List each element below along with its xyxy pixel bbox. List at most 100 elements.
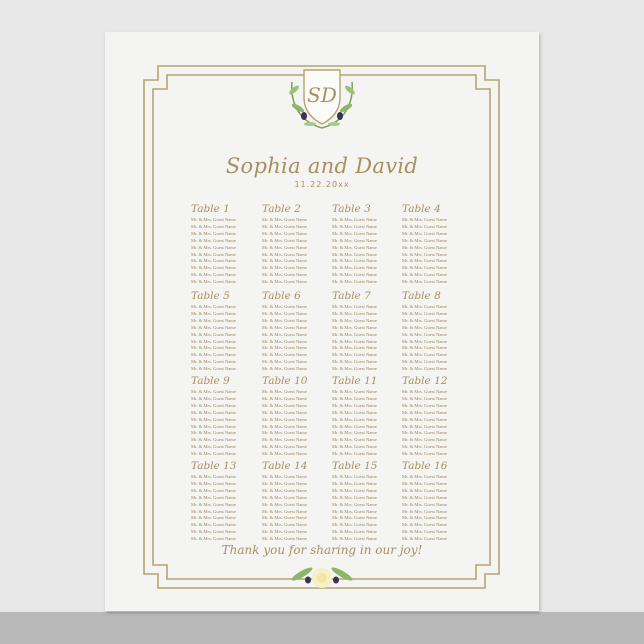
table-name: Table 7 <box>332 290 371 302</box>
guest-name: Mr. & Mrs. Guest Name <box>191 409 236 415</box>
guest-name: Mr. & Mrs. Guest Name <box>262 237 307 243</box>
table-name: Table 13 <box>191 460 237 472</box>
guest-name: Mr. & Mrs. Guest Name <box>402 265 447 271</box>
guest-name: Mr. & Mrs. Guest Name <box>262 310 307 316</box>
guest-name: Mr. & Mrs. Guest Name <box>332 345 377 351</box>
guest-name: Mr. & Mrs. Guest Name <box>402 529 447 535</box>
guest-name: Mr. & Mrs. Guest Name <box>262 324 307 330</box>
guest-name: Mr. & Mrs. Guest Name <box>332 389 377 394</box>
rose-floral-icon <box>291 567 353 588</box>
guest-name: Mr. & Mrs. Guest Name <box>262 304 307 309</box>
guest-name: Mr. & Mrs. Guest Name <box>191 508 236 514</box>
guest-name: Mr. & Mrs. Guest Name <box>402 279 447 285</box>
guest-name: Mr. & Mrs. Guest Name <box>191 304 236 309</box>
guest-name: Mr. & Mrs. Guest Name <box>332 251 377 257</box>
guest-name: Mr. & Mrs. Guest Name <box>402 474 447 479</box>
guest-name: Mr. & Mrs. Guest Name <box>332 279 377 285</box>
guest-name: Mr. & Mrs. Guest Name <box>262 223 307 229</box>
table-name: Table 5 <box>191 290 230 302</box>
wedding-date: 11.22.20xx <box>294 180 350 189</box>
guest-name: Mr. & Mrs. Guest Name <box>262 389 307 394</box>
table-block: Table 14 Mr. & Mrs. Guest Name Mr. & Mrs. … <box>262 460 328 543</box>
guest-name: Mr. & Mrs. Guest Name <box>402 501 447 507</box>
guest-name: Mr. & Mrs. Guest Name <box>402 536 447 542</box>
guest-name: Mr. & Mrs. Guest Name <box>402 395 447 401</box>
guest-name: Mr. & Mrs. Guest Name <box>332 430 377 436</box>
guest-name: Mr. & Mrs. Guest Name <box>332 395 377 401</box>
guest-name: Mr. & Mrs. Guest Name <box>262 494 307 500</box>
guest-name: Mr. & Mrs. Guest Name <box>262 416 307 422</box>
guest-name: Mr. & Mrs. Guest Name <box>191 451 236 457</box>
table-name: Table 8 <box>402 290 441 302</box>
table-block: Table 1 Mr. & Mrs. Guest Name Mr. & Mrs. G… <box>191 203 257 286</box>
table-name: Table 15 <box>332 460 378 472</box>
table-block: Table 12 Mr. & Mrs. Guest Name Mr. & Mrs. … <box>402 375 468 458</box>
guest-name: Mr. & Mrs. Guest Name <box>262 359 307 365</box>
guest-name: Mr. & Mrs. Guest Name <box>191 430 236 436</box>
guest-name: Mr. & Mrs. Guest Name <box>191 501 236 507</box>
guest-name: Mr. & Mrs. Guest Name <box>262 279 307 285</box>
guest-name: Mr. & Mrs. Guest Name <box>332 317 377 323</box>
table-block: Table 16 Mr. & Mrs. Guest Name Mr. & Mrs. … <box>402 460 468 543</box>
guest-name: Mr. & Mrs. Guest Name <box>262 244 307 250</box>
guest-name: Mr. & Mrs. Guest Name <box>191 258 236 264</box>
guest-name: Mr. & Mrs. Guest Name <box>332 230 377 236</box>
guest-name: Mr. & Mrs. Guest Name <box>402 366 447 372</box>
table-block: Table 5 Mr. & Mrs. Guest Name Mr. & Mrs. G… <box>191 290 257 373</box>
guest-name: Mr. & Mrs. Guest Name <box>402 416 447 422</box>
guest-name: Mr. & Mrs. Guest Name <box>191 223 236 229</box>
guest-name: Mr. & Mrs. Guest Name <box>262 331 307 337</box>
guest-name: Mr. & Mrs. Guest Name <box>332 310 377 316</box>
guest-name: Mr. & Mrs. Guest Name <box>191 423 236 429</box>
inner-frame-line <box>152 74 491 580</box>
guest-name: Mr. & Mrs. Guest Name <box>262 217 307 222</box>
table-name: Table 16 <box>402 460 448 472</box>
guest-name: Mr. & Mrs. Guest Name <box>191 217 236 222</box>
guest-name: Mr. & Mrs. Guest Name <box>402 352 447 358</box>
guest-name: Mr. & Mrs. Guest Name <box>262 251 307 257</box>
guest-name: Mr. & Mrs. Guest Name <box>332 494 377 500</box>
table-block: Table 4 Mr. & Mrs. Guest Name Mr. & Mrs. G… <box>402 203 468 286</box>
guest-name: Mr. & Mrs. Guest Name <box>402 324 447 330</box>
guest-name: Mr. & Mrs. Guest Name <box>332 437 377 443</box>
guest-name: Mr. & Mrs. Guest Name <box>402 237 447 243</box>
guest-name: Mr. & Mrs. Guest Name <box>191 359 236 365</box>
guest-name: Mr. & Mrs. Guest Name <box>332 416 377 422</box>
table-name: Table 2 <box>262 203 301 215</box>
guest-name: Mr. & Mrs. Guest Name <box>402 230 447 236</box>
guest-name: Mr. & Mrs. Guest Name <box>402 272 447 278</box>
table-name: Table 1 <box>191 203 230 215</box>
guest-name: Mr. & Mrs. Guest Name <box>191 515 236 521</box>
guest-name: Mr. & Mrs. Guest Name <box>332 366 377 372</box>
monogram: SD <box>307 83 337 107</box>
guest-name: Mr. & Mrs. Guest Name <box>332 217 377 222</box>
guest-name: Mr. & Mrs. Guest Name <box>332 474 377 479</box>
guest-name: Mr. & Mrs. Guest Name <box>191 536 236 542</box>
guest-name: Mr. & Mrs. Guest Name <box>191 522 236 528</box>
guest-name: Mr. & Mrs. Guest Name <box>191 324 236 330</box>
guest-name: Mr. & Mrs. Guest Name <box>191 366 236 372</box>
guest-name: Mr. & Mrs. Guest Name <box>402 304 447 309</box>
table-block: Table 13 Mr. & Mrs. Guest Name Mr. & Mrs. … <box>191 460 257 543</box>
guest-name: Mr. & Mrs. Guest Name <box>332 536 377 542</box>
guest-name: Mr. & Mrs. Guest Name <box>262 338 307 344</box>
guest-name: Mr. & Mrs. Guest Name <box>402 359 447 365</box>
table-name: Table 12 <box>402 375 448 387</box>
guest-name: Mr. & Mrs. Guest Name <box>402 515 447 521</box>
guest-name: Mr. & Mrs. Guest Name <box>191 279 236 285</box>
guest-name: Mr. & Mrs. Guest Name <box>332 324 377 330</box>
guest-name: Mr. & Mrs. Guest Name <box>262 487 307 493</box>
guest-name: Mr. & Mrs. Guest Name <box>332 265 377 271</box>
thank-you-message: Thank you for sharing in our joy! <box>221 543 423 557</box>
table-name: Table 3 <box>332 203 371 215</box>
guest-name: Mr. & Mrs. Guest Name <box>402 423 447 429</box>
table-name: Table 11 <box>332 375 378 387</box>
table-block: Table 11 Mr. & Mrs. Guest Name Mr. & Mrs. … <box>332 375 398 458</box>
guest-name: Mr. & Mrs. Guest Name <box>402 345 447 351</box>
guest-name: Mr. & Mrs. Guest Name <box>402 409 447 415</box>
guest-name: Mr. & Mrs. Guest Name <box>332 487 377 493</box>
table-block: Table 7 Mr. & Mrs. Guest Name Mr. & Mrs. G… <box>332 290 398 373</box>
guest-name: Mr. & Mrs. Guest Name <box>332 508 377 514</box>
guest-name: Mr. & Mrs. Guest Name <box>191 444 236 450</box>
